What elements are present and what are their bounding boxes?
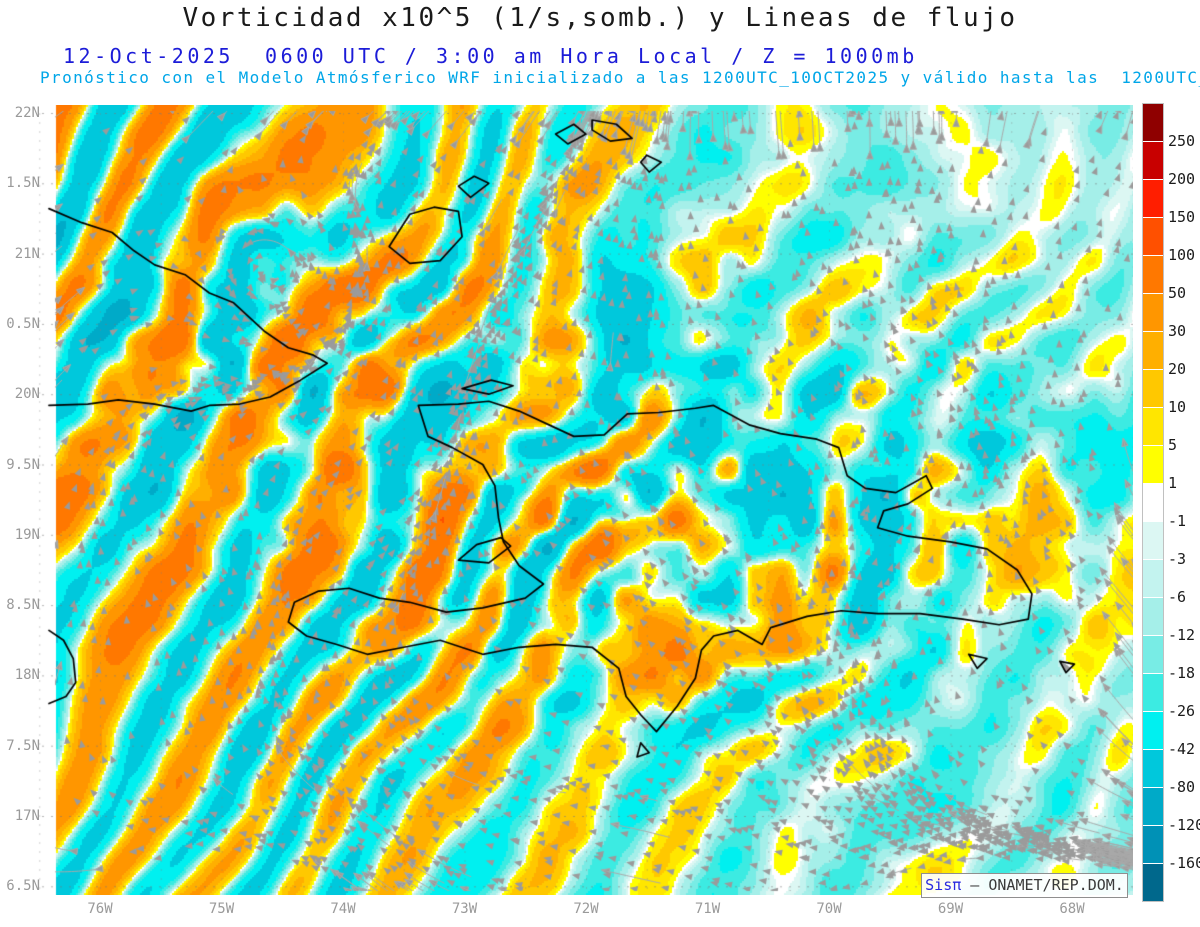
page-title: Vorticidad x10^5 (1/s,somb.) y Lineas de… [182, 3, 1018, 33]
colorbar-label: 150 [1168, 208, 1196, 226]
lat-label: 22N [14, 105, 40, 121]
colorbar-segment [1143, 826, 1163, 864]
vorticity-colorbar [1142, 103, 1164, 902]
colorbar-label: 250 [1168, 132, 1196, 150]
vorticity-streamline-map [30, 105, 1133, 895]
colorbar-label: -42 [1168, 740, 1196, 758]
lat-label: 20N [14, 386, 40, 403]
colorbar-segment [1143, 712, 1163, 750]
colorbar-segment [1143, 370, 1163, 408]
colorbar-segment [1143, 598, 1163, 636]
colorbar-segment [1143, 218, 1163, 256]
colorbar-segment [1143, 408, 1163, 446]
watermark-box: Sisπ – ONAMET/REP.DOM. [921, 873, 1128, 898]
colorbar-label: 30 [1168, 322, 1187, 340]
lat-label: 0.5N [6, 315, 40, 332]
lon-label: 73W [451, 901, 478, 917]
lat-label: 7.5N [6, 737, 40, 754]
lat-label: 19N [14, 526, 40, 543]
colorbar-segment [1143, 446, 1163, 484]
colorbar-label: 5 [1168, 436, 1178, 454]
colorbar-label: 1 [1168, 474, 1178, 492]
lat-label: 9.5N [6, 456, 40, 473]
lat-label: 17N [14, 808, 40, 824]
colorbar-label: -160 [1168, 854, 1200, 872]
colorbar-label: -80 [1168, 778, 1196, 796]
lat-label: 21N [14, 245, 40, 262]
lon-label: 76W [87, 901, 113, 917]
colorbar-label: -3 [1168, 550, 1187, 568]
colorbar-segment [1143, 294, 1163, 332]
lat-label: 1.5N [6, 175, 40, 192]
watermark-pi-icon: π [952, 876, 962, 894]
lon-label: 75W [208, 901, 235, 917]
lon-label: 69W [937, 901, 964, 917]
lat-label: 6.5N [6, 878, 40, 895]
colorbar-segment [1143, 104, 1163, 142]
colorbar-label: 200 [1168, 170, 1196, 188]
colorbar-segment [1143, 750, 1163, 788]
colorbar-segment [1143, 636, 1163, 674]
lon-label: 71W [694, 901, 721, 917]
colorbar-segment [1143, 256, 1163, 294]
colorbar-segment [1143, 142, 1163, 180]
colorbar-label: -1 [1168, 512, 1187, 530]
colorbar-label: 10 [1168, 398, 1187, 416]
colorbar-segment [1143, 788, 1163, 826]
lat-label: 8.5N [6, 597, 40, 614]
colorbar-label: -26 [1168, 702, 1196, 720]
lon-label: 74W [330, 901, 356, 917]
colorbar-segment [1143, 180, 1163, 218]
lon-label: 70W [816, 901, 842, 917]
subtitle-model: Pronóstico con el Modelo Atmósferico WRF… [40, 68, 1200, 87]
colorbar-label: -12 [1168, 626, 1196, 644]
colorbar-segment [1143, 332, 1163, 370]
colorbar-segment [1143, 560, 1163, 598]
lat-label: 18N [14, 667, 40, 684]
colorbar-segment [1143, 484, 1163, 522]
colorbar-label: -120 [1168, 816, 1200, 834]
colorbar-label: 20 [1168, 360, 1187, 378]
colorbar-label: 100 [1168, 246, 1196, 264]
lon-label: 68W [1059, 901, 1085, 917]
colorbar-segment [1143, 674, 1163, 712]
lon-label: 72W [573, 901, 599, 917]
colorbar-segment [1143, 522, 1163, 560]
colorbar-label: -18 [1168, 664, 1196, 682]
colorbar-label: -6 [1168, 588, 1187, 606]
watermark-sis: Sis [925, 876, 953, 894]
watermark-credit: – ONAMET/REP.DOM. [961, 876, 1124, 894]
subtitle-datetime: 12-Oct-2025 0600 UTC / 3:00 am Hora Loca… [63, 44, 918, 68]
colorbar-segment [1143, 864, 1163, 901]
colorbar-label: 50 [1168, 284, 1187, 302]
